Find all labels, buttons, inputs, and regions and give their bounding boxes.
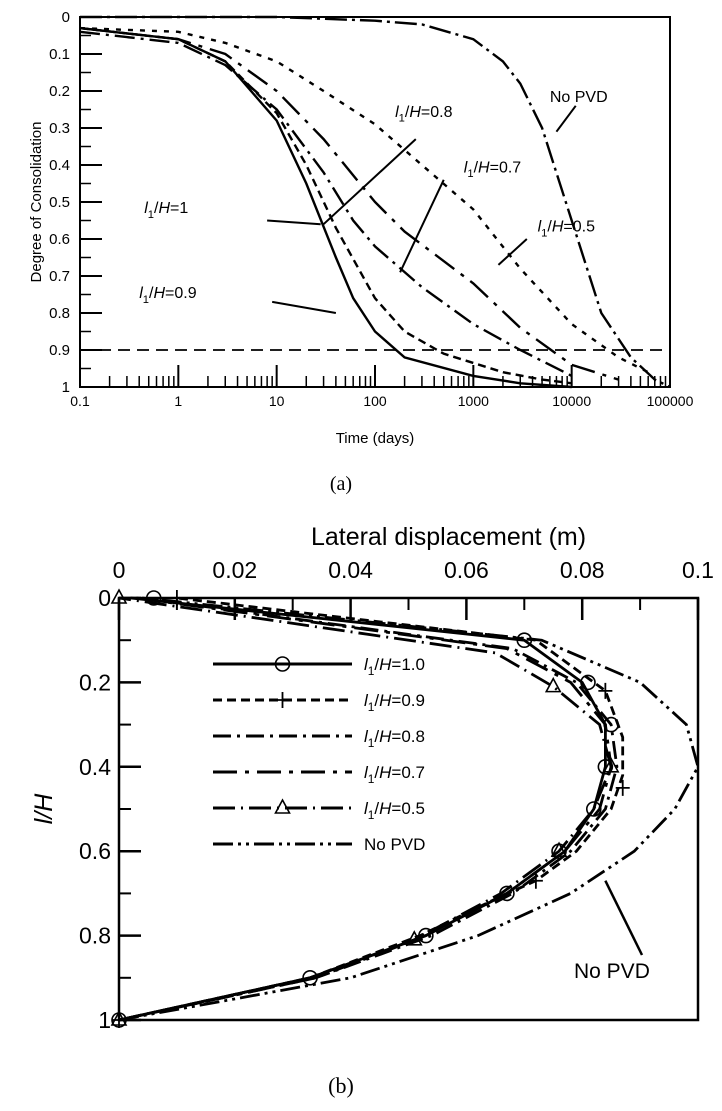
y-tick-label-0-5: 0.5 xyxy=(49,194,70,211)
y-tick-label-0-9: 0.9 xyxy=(49,342,70,359)
x-tick-label-b-0: 0 xyxy=(113,557,126,583)
series-line-b-l1-h-0-8 xyxy=(118,596,619,1022)
series-line-no-pvd xyxy=(80,15,671,389)
y-axis-label-b: l/H xyxy=(30,793,58,825)
annotation-l1-h-0-8: l1/H=0.8 xyxy=(395,104,453,125)
y-tick-label-b-0-2: 0.2 xyxy=(79,669,111,695)
annotation-no-pvd: No PVD xyxy=(550,89,608,106)
y-tick-label-0-3: 0.3 xyxy=(49,120,70,137)
x-tick-label-0-1: 0.1 xyxy=(70,393,90,409)
x-tick-label-100: 100 xyxy=(363,393,387,409)
legend-marker-l1-h-0-5 xyxy=(274,798,291,814)
panel-b-lateral-displacement-chart: 0 0.02 0.04 0.06 0.08 0.1 0 0.2 0.4 0.6 0.8 1 Latera… xyxy=(30,523,714,1033)
marker-triangle-l1-h-0-5 xyxy=(544,676,562,693)
y-tick-label-b-0-4: 0.4 xyxy=(79,754,111,780)
annotation-leader-4 xyxy=(271,300,337,314)
x-tick-label-b-0-04: 0.04 xyxy=(328,557,373,583)
legend-label-l1-h-0-9: l1/H=0.9 xyxy=(364,691,425,714)
series-line-l1-h-0-7 xyxy=(79,26,619,381)
legend-label-l1-h-0-7: l1/H=0.7 xyxy=(364,763,425,786)
legend-marker-l1-h-1-0 xyxy=(274,656,291,672)
legend-label-l1-h-1-0: l1/H=1.0 xyxy=(364,655,425,678)
caption-b: (b) xyxy=(328,1073,354,1098)
series-line-l1-h-0-9 xyxy=(79,26,572,385)
x-tick-label-b-0-08: 0.08 xyxy=(560,557,605,583)
y-tick-label-0-4: 0.4 xyxy=(49,157,70,174)
legend-label-no-pvd: No PVD xyxy=(364,835,425,854)
panel-a-consolidation-chart: 0.1 1 10 100 1000 10000 10000000.10.20.30.40.5… xyxy=(28,9,694,447)
y-tick-label-0-6: 0.6 xyxy=(49,231,70,248)
annotation-leader-no-pvd-b xyxy=(604,880,644,956)
caption-a: (a) xyxy=(330,473,352,495)
marker-triangle-l1-h-0-5 xyxy=(110,588,128,604)
marker-triangle-l1-h-0-5 xyxy=(602,757,620,773)
x-axis-label-a: Time (days) xyxy=(336,430,415,447)
annotation-leader-5 xyxy=(555,105,577,133)
marker-plus-l1-h-0-9 xyxy=(598,682,613,699)
legend-marker-l1-h-0-9 xyxy=(275,692,290,708)
annotation-l1-h-0-7: l1/H=0.7 xyxy=(464,159,521,180)
x-tick-label-b-0-02: 0.02 xyxy=(212,557,257,583)
series-line-b-l1-h-0-9 xyxy=(118,596,625,1022)
y-tick-label-1: 1 xyxy=(62,379,70,396)
y-tick-label-b-0: 0 xyxy=(98,585,111,611)
y-tick-label-0: 0 xyxy=(62,9,70,26)
annotation-leader-3 xyxy=(267,219,321,226)
annotation-no-pvd-b: No PVD xyxy=(574,960,650,983)
series-line-l1-h-0-8 xyxy=(79,30,573,377)
annotation-l1-h-1: l1/H=1 xyxy=(144,200,188,221)
series-line-b-l1-h-0-7 xyxy=(118,596,613,1022)
x-tick-label-1: 1 xyxy=(174,393,182,409)
legend-label-l1-h-0-8: l1/H=0.8 xyxy=(364,727,425,750)
series-line-l1-h-0-5 xyxy=(79,26,649,374)
x-tick-label-1000: 1000 xyxy=(458,393,489,409)
annotation-leader-2 xyxy=(497,238,528,266)
series-line-b-l1-h-0-5 xyxy=(118,596,613,1022)
series-line-l1-h-1 xyxy=(79,26,572,389)
annotation-leader-0 xyxy=(322,138,417,225)
x-tick-label-10: 10 xyxy=(269,393,285,409)
y-tick-label-0-1: 0.1 xyxy=(49,46,70,63)
marker-triangle-l1-h-0-5 xyxy=(405,930,423,946)
marker-triangle-l1-h-0-5 xyxy=(550,841,568,857)
y-tick-label-b-0-6: 0.6 xyxy=(79,838,111,864)
legend-label-l1-h-0-5: l1/H=0.5 xyxy=(364,799,425,822)
annotation-l1-h-0-5: l1/H=0.5 xyxy=(538,219,596,240)
marker-circle-l1-h-1-0 xyxy=(580,674,596,691)
x-axis-label-b: Lateral displacement (m) xyxy=(311,523,586,551)
marker-plus-l1-h-0-9 xyxy=(615,779,630,796)
series-line-b-no-pvd xyxy=(118,596,700,1022)
y-axis-label-a: Degree of Consolidation xyxy=(28,122,45,283)
y-tick-label-0-7: 0.7 xyxy=(49,268,70,285)
annotation-leader-1 xyxy=(399,179,445,273)
y-tick-label-0-2: 0.2 xyxy=(49,83,70,100)
x-tick-label-b-0-1: 0.1 xyxy=(682,557,714,583)
y-tick-label-b-1: 1 xyxy=(98,1007,111,1033)
x-tick-label-10000: 10000 xyxy=(552,393,591,409)
y-tick-label-b-0-8: 0.8 xyxy=(79,923,111,949)
x-tick-label-100000: 100000 xyxy=(647,393,694,409)
y-tick-label-0-8: 0.8 xyxy=(49,305,70,322)
annotation-l1-h-0-9: l1/H=0.9 xyxy=(139,285,197,306)
x-tick-label-b-0-06: 0.06 xyxy=(444,557,489,583)
